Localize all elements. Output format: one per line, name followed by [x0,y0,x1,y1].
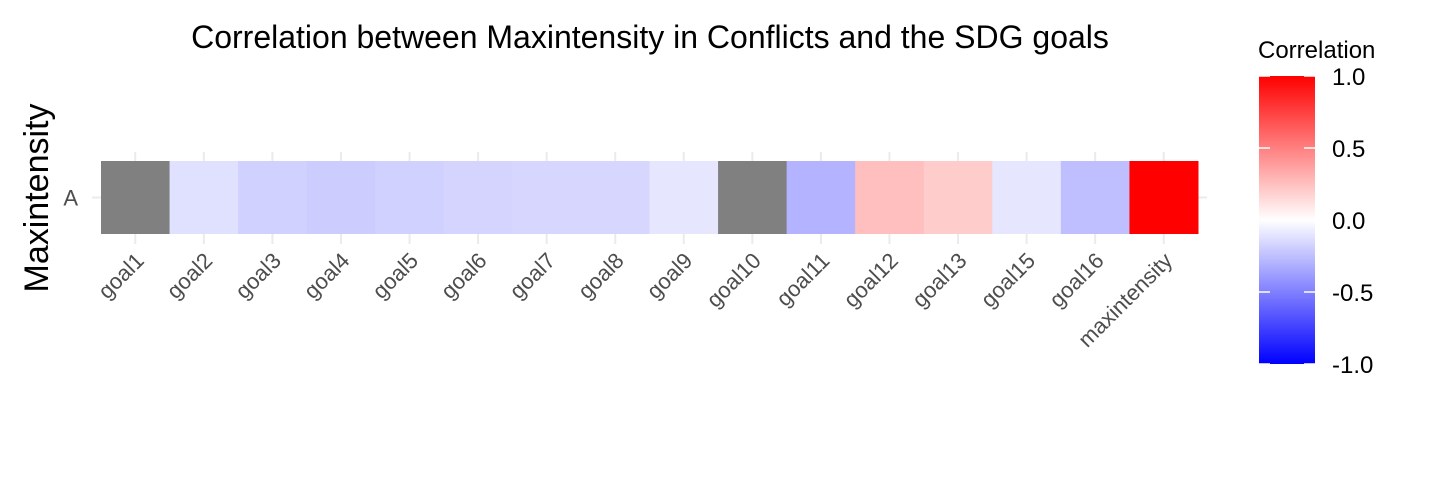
legend-tick-label: 0.0 [1332,208,1365,235]
heatmap-cell-goal11 [786,161,856,234]
heatmap-tiles [101,161,1199,234]
legend-tick-label: -1.0 [1332,352,1373,379]
heatmap-cell-goal4 [306,161,376,234]
x-tick-label: goal4 [299,248,355,304]
legend-tick-label: 1.0 [1332,64,1365,91]
heatmap-cell-goal10 [718,161,788,234]
heatmap-cell-goal8 [580,161,650,234]
x-tick-label: goal12 [839,248,903,312]
x-tick-label: goal16 [1044,248,1108,312]
heatmap-cell-goal16 [1060,161,1130,234]
x-tick-labels: goal1 goal2 goal3 goal4 goal5 goal6 goal7 goal8… [93,248,1177,352]
x-tick-label: goal5 [367,248,423,304]
x-tick-label: goal6 [436,248,492,304]
x-tick-label: goal15 [976,248,1040,312]
legend-tick-label: -0.5 [1332,280,1373,307]
x-tick-label: goal2 [162,248,218,304]
chart-title: Correlation between Maxintensity in Conf… [191,19,1109,55]
x-tick-label: goal10 [701,248,765,312]
heatmap-cell-goal6 [443,161,513,234]
x-tick-label: goal1 [93,248,149,304]
heatmap-cell-goal13 [923,161,993,234]
heatmap-cell-goal1 [101,161,171,234]
legend-tick-label: 0.5 [1332,136,1365,163]
legend-title: Correlation [1258,37,1375,64]
x-tick-label: goal7 [504,248,560,304]
y-axis-label: Maxintensity [18,104,56,293]
heatmap-cell-goal2 [169,161,239,234]
x-tick-label: goal3 [230,248,286,304]
x-tick-label: goal13 [907,248,971,312]
y-tick-label: A [63,186,78,211]
heatmap-cell-goal7 [512,161,582,234]
heatmap-cell-goal12 [855,161,925,234]
legend-ticks: 1.0 0.5 0.0 -0.5 -1.0 [1259,64,1373,379]
x-tick-label: goal8 [573,248,629,304]
x-tick-label: goal11 [771,248,834,311]
heatmap-cell-goal3 [238,161,308,234]
heatmap-cell-goal5 [375,161,445,234]
x-tick-label: goal9 [642,248,698,304]
heatmap-cell-maxintensity [1129,161,1199,234]
heatmap-cell-goal9 [649,161,719,234]
heatmap-cell-goal15 [992,161,1062,234]
y-tick-labels: A [63,186,78,211]
